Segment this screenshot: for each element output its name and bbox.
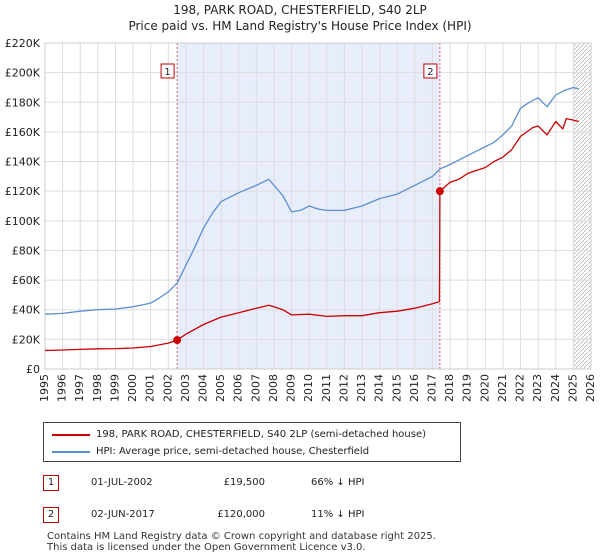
legend-swatch-property <box>52 434 90 436</box>
sale-label-text: 2 <box>427 67 433 78</box>
x-tick-label: 1995 <box>38 374 51 402</box>
x-tick-label: 2025 <box>566 374 579 402</box>
y-tick-label: £220K <box>5 37 41 50</box>
sale-label-text: 1 <box>164 67 170 78</box>
sale-point <box>173 336 182 345</box>
x-tick-label: 1996 <box>56 374 69 402</box>
x-tick-label: 2011 <box>320 374 333 402</box>
sale-hpi-diff: 66% ↓ HPI <box>311 477 365 488</box>
x-tick-label: 2021 <box>496 374 509 402</box>
x-tick-label: 1998 <box>91 374 104 402</box>
x-tick-label: 2008 <box>267 374 280 402</box>
sale-date: 02-JUN-2017 <box>91 509 155 520</box>
footer-line-copyright: Contains HM Land Registry data © Crown c… <box>47 531 436 542</box>
footer-attribution: Contains HM Land Registry data © Crown c… <box>47 531 436 553</box>
x-tick-label: 1997 <box>73 374 86 402</box>
x-tick-label: 2000 <box>126 374 139 402</box>
x-tick-label: 2018 <box>443 374 456 402</box>
x-tick-label: 2009 <box>285 374 298 402</box>
x-tick-label: 2012 <box>337 374 350 402</box>
y-tick-label: £60K <box>12 274 41 287</box>
x-tick-label: 2006 <box>232 374 245 402</box>
x-tick-label: 2010 <box>302 374 315 402</box>
x-tick-label: 2015 <box>390 374 403 402</box>
y-tick-label: £0 <box>26 363 40 376</box>
x-tick-label: 2014 <box>373 374 386 402</box>
x-tick-label: 2022 <box>514 374 527 402</box>
x-tick-label: 1999 <box>108 374 121 402</box>
x-tick-label: 2002 <box>161 374 174 402</box>
y-tick-label: £120K <box>5 185 41 198</box>
series-line-property <box>44 117 579 352</box>
legend-label-hpi: HPI: Average price, semi-detached house,… <box>96 446 370 457</box>
sale-label-box <box>423 63 438 79</box>
forecast-hatch-region <box>573 43 591 369</box>
y-tick-label: £20K <box>12 333 41 346</box>
x-tick-label: 2020 <box>478 374 491 402</box>
x-tick-label: 2017 <box>425 374 438 402</box>
x-tick-label: 2004 <box>197 374 210 402</box>
chart-subtitle: Price paid vs. HM Land Registry's House … <box>128 19 472 33</box>
x-tick-label: 2001 <box>144 374 157 402</box>
x-tick-label: 2013 <box>355 374 368 402</box>
series-line-hpi <box>44 86 579 315</box>
price-chart: 1 2 £0 £20K £40K £60K £80K £100K £120K £140K £160K… <box>5 37 597 402</box>
x-tick-label: 2024 <box>549 374 562 402</box>
sale-price: £19,500 <box>223 477 265 488</box>
x-tick-label: 2005 <box>214 374 227 402</box>
y-tick-label: £40K <box>12 304 41 317</box>
sale-date: 01-JUL-2002 <box>91 477 153 488</box>
x-tick-label: 2019 <box>461 374 474 402</box>
y-tick-label: £160K <box>5 126 41 139</box>
x-tick-label: 2026 <box>584 374 597 402</box>
y-tick-label: £140K <box>5 156 41 169</box>
x-tick-label: 2016 <box>408 374 421 402</box>
y-tick-label: £200K <box>5 67 41 80</box>
plot-frame <box>44 42 592 370</box>
x-tick-label: 2003 <box>179 374 192 402</box>
sale-hpi-diff: 11% ↓ HPI <box>311 509 365 520</box>
x-tick-label: 2023 <box>531 374 544 402</box>
y-tick-label: £180K <box>5 96 41 109</box>
sale-marker-badge: 1 <box>43 475 59 491</box>
sale-price: £120,000 <box>217 509 265 520</box>
footer-line-licence: This data is licensed under the Open Gov… <box>47 542 366 553</box>
sale-point <box>435 187 444 196</box>
chart-title: 198, PARK ROAD, CHESTERFIELD, S40 2LP <box>173 3 427 17</box>
y-tick-label: £100K <box>5 215 41 228</box>
legend-swatch-hpi <box>52 451 90 453</box>
y-tick-label: £80K <box>12 244 41 257</box>
sale-label-box <box>160 63 175 79</box>
sale-marker-badge: 2 <box>43 507 59 523</box>
x-tick-label: 2007 <box>249 374 262 402</box>
legend: 198, PARK ROAD, CHESTERFIELD, S40 2LP (s… <box>43 422 461 462</box>
legend-label-property: 198, PARK ROAD, CHESTERFIELD, S40 2LP (s… <box>96 429 426 440</box>
